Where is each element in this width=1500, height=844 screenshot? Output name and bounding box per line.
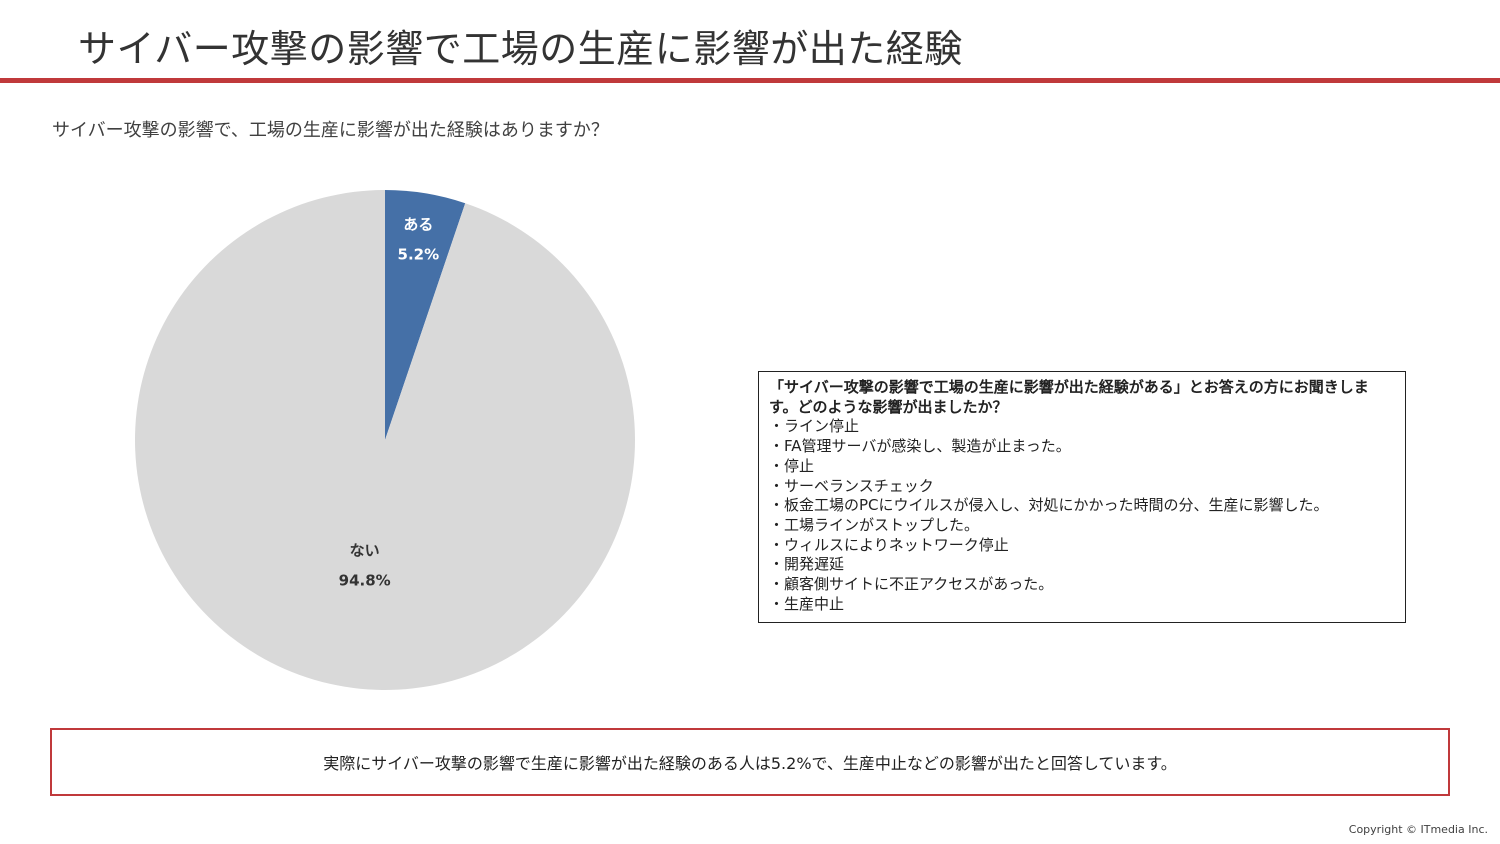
free-answers-box: 「サイバー攻撃の影響で工場の生産に影響が出た経験がある」とお答えの方にお聞きしま… [758,371,1406,623]
title-divider [0,78,1500,83]
answer-item: ・ウィルスによりネットワーク停止 [769,535,1009,554]
pie-slices [135,190,636,690]
pie-slice-2 [135,190,636,690]
survey-question: サイバー攻撃の影響で、工場の生産に影響が出た経験はありますか？ [52,120,609,141]
answer-item: ・停止 [769,456,815,475]
page-title: サイバー攻撃の影響で工場の生産に影響が出た経験 [78,27,963,71]
pie-labels: ある 5.2% ない 94.8% [339,216,439,590]
pie-slice-1 [385,190,466,440]
pie-category-label: ない [350,541,380,559]
summary-box: 実際にサイバー攻撃の影響で生産に影響が出た経験のある人は5.2%で、生産中止など… [50,728,1450,796]
pie-category-label: ある [403,216,433,234]
answer-item: ・開発遅延 [769,555,845,574]
answers-list: ・ライン停止 ・FA管理サーバが感染し、製造が止まった。 ・停止 ・サーベランス… [769,417,1397,614]
answer-item: ・ライン停止 [769,417,860,436]
summary-text: 実際にサイバー攻撃の影響で生産に影響が出た経験のある人は5.2%で、生産中止など… [323,754,1177,773]
answers-heading: 「サイバー攻撃の影響で工場の生産に影響が出た経験がある」とお答えの方にお聞きしま… [769,378,1369,416]
answer-item: ・板金工場のPCにウイルスが侵入し、対処にかかった時間の分、生産に影響した。 [769,496,1329,515]
answer-item: ・サーベランスチェック [769,476,934,495]
answer-item: ・顧客側サイトに不正アクセスがあった。 [769,575,1054,594]
copyright-notice: Copyright © ITmedia Inc. [1348,823,1488,836]
pie-value-label: 94.8% [339,571,391,589]
pie-value-label: 5.2% [398,246,440,264]
answer-item: ・生産中止 [769,594,845,613]
pie-chart: ある 5.2% ない 94.8% [135,190,636,690]
answer-item: ・FA管理サーバが感染し、製造が止まった。 [769,437,1071,456]
answer-item: ・工場ラインがストップした。 [769,515,980,534]
